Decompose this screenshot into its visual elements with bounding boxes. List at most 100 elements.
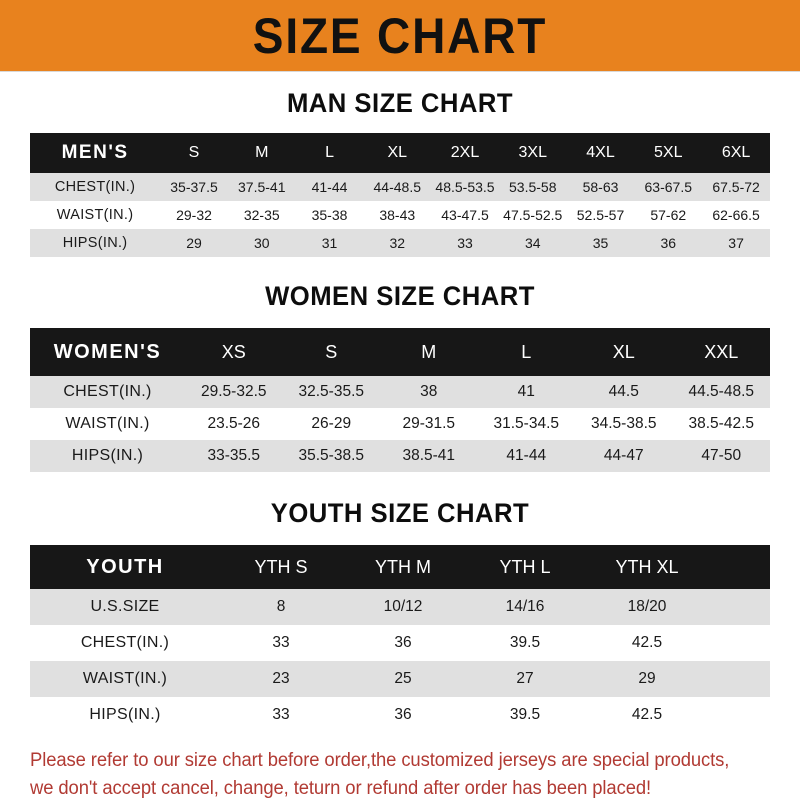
men-header-row: MEN'S S M L XL 2XL 3XL 4XL 5XL 6XL xyxy=(30,133,770,173)
men-hips-value-5: 34 xyxy=(524,235,541,251)
youth-table-wrap: YOUTH YTH S YTH M YTH L YTH XL U.S.SIZE … xyxy=(30,545,770,733)
women-hips-value-1: 35.5-38.5 xyxy=(298,447,365,464)
men-waist-value-5: 47.5-52.5 xyxy=(503,207,563,223)
women-section-title: WOMEN SIZE CHART xyxy=(265,281,535,311)
youth-ussize-value-2: 14/16 xyxy=(505,598,545,615)
women-row-label-waist: WAIST(IN.) xyxy=(65,415,150,432)
youth-ussize-spacer xyxy=(708,589,770,625)
youth-ussize-value-0: 8 xyxy=(276,598,286,615)
women-size-header-5: XXL xyxy=(704,341,739,362)
men-row-label-hips: HIPS(IN.) xyxy=(62,235,128,251)
youth-row-label-header: YOUTH xyxy=(86,555,164,578)
women-waist-value-4: 34.5-38.5 xyxy=(591,415,657,432)
youth-header-spacer xyxy=(708,545,770,589)
women-table-row-chest: CHEST(IN.) 29.5-32.5 32.5-35.5 38 41 44.… xyxy=(30,376,770,408)
women-table-wrap: WOMEN'S XS S M L XL XXL CHEST(IN.) 29.5-… xyxy=(30,328,770,472)
men-chest-value-8: 67.5-72 xyxy=(712,179,760,195)
footer-note: Please refer to our size chart before or… xyxy=(30,747,748,802)
youth-chest-value-2: 39.5 xyxy=(509,634,541,651)
women-size-header-4: XL xyxy=(612,341,635,362)
youth-waist-value-0: 23 xyxy=(272,670,290,687)
men-chest-value-2: 41-44 xyxy=(311,179,348,195)
youth-hips-spacer xyxy=(708,697,770,733)
men-hips-value-1: 30 xyxy=(253,235,270,251)
men-waist-value-6: 52.5-57 xyxy=(576,207,625,223)
men-waist-value-1: 32-35 xyxy=(243,207,280,223)
women-size-header-2: M xyxy=(421,341,437,362)
youth-hips-value-3: 42.5 xyxy=(631,706,663,723)
women-row-label-chest: CHEST(IN.) xyxy=(63,383,152,400)
youth-chest-spacer xyxy=(708,625,770,661)
men-hips-value-2: 31 xyxy=(321,235,338,251)
men-section: MAN SIZE CHART MEN'S S M L XL 2XL 3XL xyxy=(0,72,800,257)
men-size-header-3: XL xyxy=(387,144,408,161)
men-table-wrap: MEN'S S M L XL 2XL 3XL 4XL 5XL 6XL CHEST… xyxy=(30,133,770,257)
men-waist-value-0: 29-32 xyxy=(176,207,212,223)
youth-hips-value-1: 36 xyxy=(394,706,412,723)
youth-section: YOUTH SIZE CHART YOUTH YTH S YTH M YTH L… xyxy=(0,472,800,733)
women-waist-value-0: 23.5-26 xyxy=(207,415,261,432)
women-waist-value-2: 29-31.5 xyxy=(402,415,456,432)
men-section-title: MAN SIZE CHART xyxy=(286,88,514,118)
men-chest-value-7: 63-67.5 xyxy=(644,179,692,195)
men-size-table: MEN'S S M L XL 2XL 3XL 4XL 5XL 6XL CHEST… xyxy=(30,133,770,257)
youth-table-row-chest: CHEST(IN.) 33 36 39.5 42.5 xyxy=(30,625,770,661)
women-hips-value-5: 47-50 xyxy=(701,447,742,464)
women-size-header-1: S xyxy=(325,341,338,362)
men-hips-value-3: 32 xyxy=(389,235,406,251)
men-chest-value-1: 37.5-41 xyxy=(238,179,286,195)
youth-table-row-ussize: U.S.SIZE 8 10/12 14/16 18/20 xyxy=(30,589,770,625)
women-table-row-hips: HIPS(IN.) 33-35.5 35.5-38.5 38.5-41 41-4… xyxy=(30,440,770,472)
youth-size-table: YOUTH YTH S YTH M YTH L YTH XL U.S.SIZE … xyxy=(30,545,770,733)
women-chest-value-4: 44.5 xyxy=(608,383,639,400)
youth-row-label-chest: CHEST(IN.) xyxy=(80,634,170,651)
men-hips-value-0: 29 xyxy=(186,235,202,251)
youth-table-row-waist: WAIST(IN.) 23 25 27 29 xyxy=(30,661,770,697)
women-size-header-0: XS xyxy=(221,341,246,362)
youth-size-header-1: YTH M xyxy=(375,556,431,577)
youth-size-header-2: YTH L xyxy=(499,556,551,577)
women-chest-value-1: 32.5-35.5 xyxy=(298,383,365,400)
youth-row-label-waist: WAIST(IN.) xyxy=(82,670,168,687)
men-chest-value-6: 58-63 xyxy=(582,179,619,195)
women-size-header-3: L xyxy=(521,341,532,362)
women-table-row-waist: WAIST(IN.) 23.5-26 26-29 29-31.5 31.5-34… xyxy=(30,408,770,440)
men-table-row-waist: WAIST(IN.) 29-32 32-35 35-38 38-43 43-47… xyxy=(30,201,770,229)
men-table-body: MEN'S S M L XL 2XL 3XL 4XL 5XL 6XL CHEST… xyxy=(30,133,770,257)
women-hips-value-4: 44-47 xyxy=(603,447,644,464)
men-size-header-0: S xyxy=(188,144,200,161)
youth-header-row: YOUTH YTH S YTH M YTH L YTH XL xyxy=(30,545,770,589)
women-hips-value-0: 33-35.5 xyxy=(207,447,261,464)
women-chest-value-3: 41 xyxy=(517,383,535,400)
women-chest-value-5: 44.5-48.5 xyxy=(688,383,755,400)
page-banner: SIZE CHART xyxy=(0,0,800,72)
men-waist-value-2: 35-38 xyxy=(311,207,348,223)
youth-waist-value-3: 29 xyxy=(638,670,656,687)
men-waist-value-3: 38-43 xyxy=(379,207,416,223)
youth-table-body: YOUTH YTH S YTH M YTH L YTH XL U.S.SIZE … xyxy=(30,545,770,733)
men-chest-value-4: 48.5-53.5 xyxy=(435,179,495,195)
men-hips-value-7: 36 xyxy=(660,235,677,251)
youth-chest-value-0: 33 xyxy=(272,634,290,651)
women-chest-value-2: 38 xyxy=(420,383,438,400)
men-size-header-2: L xyxy=(325,144,334,161)
youth-size-header-0: YTH S xyxy=(254,556,308,577)
youth-waist-value-1: 25 xyxy=(394,670,412,687)
men-row-label-waist: WAIST(IN.) xyxy=(56,207,134,223)
youth-table-row-hips: HIPS(IN.) 33 36 39.5 42.5 xyxy=(30,697,770,733)
youth-section-title: YOUTH SIZE CHART xyxy=(270,498,530,528)
women-waist-value-3: 31.5-34.5 xyxy=(493,415,560,432)
women-hips-value-3: 41-44 xyxy=(506,447,547,464)
women-size-table: WOMEN'S XS S M L XL XXL CHEST(IN.) 29.5-… xyxy=(30,328,770,472)
men-chest-value-5: 53.5-58 xyxy=(509,179,557,195)
youth-waist-spacer xyxy=(708,661,770,697)
men-table-row-chest: CHEST(IN.) 35-37.5 37.5-41 41-44 44-48.5… xyxy=(30,173,770,201)
women-waist-value-5: 38.5-42.5 xyxy=(688,415,755,432)
men-size-header-6: 4XL xyxy=(586,144,615,161)
youth-ussize-value-3: 18/20 xyxy=(627,598,667,615)
footer-note-line-1: Please refer to our size chart before or… xyxy=(30,750,730,771)
men-row-label-chest: CHEST(IN.) xyxy=(54,179,136,195)
youth-row-label-ussize: U.S.SIZE xyxy=(90,598,160,615)
youth-hips-value-0: 33 xyxy=(272,706,290,723)
men-size-header-1: M xyxy=(255,144,269,161)
